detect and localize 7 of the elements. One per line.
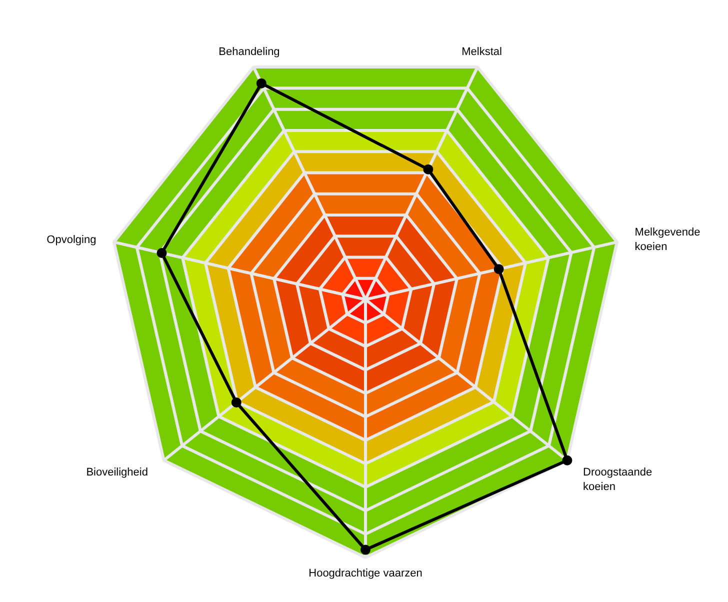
- spoke-label: Melkgevende koeien: [634, 226, 700, 254]
- spoke-label: Behandeling: [218, 46, 280, 58]
- spoke-label: Droogstaande koeien: [583, 466, 652, 493]
- spoke-label: Bioveiligheid: [86, 466, 148, 479]
- spoke-label: Melkstal: [462, 46, 502, 58]
- spoke-label: Opvolging: [46, 234, 96, 246]
- spoke-label: Hoogdrachtige vaarzen: [308, 568, 422, 580]
